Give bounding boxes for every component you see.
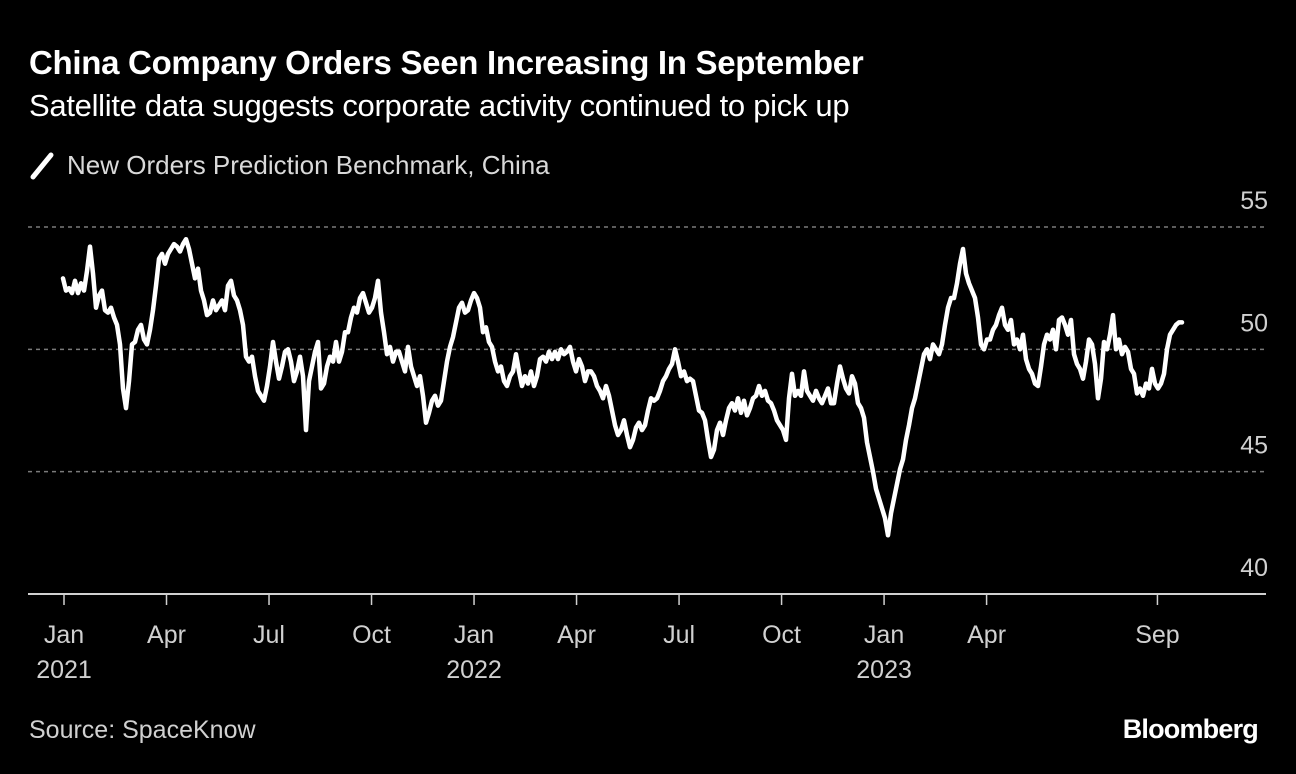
x-tick-label: Jul [253,621,285,649]
x-tick-label: Apr [147,621,186,649]
series-layer [60,236,1185,538]
x-tick-label: Jan [454,621,494,649]
x-axis: Jan 2021 Apr Jul Oct Jan 2022 Apr Jul Oct Jan 2023 A… [28,593,1266,684]
y-tick-label: 45 [1240,432,1268,460]
legend: New Orders Prediction Benchmark, China [29,150,550,181]
x-tick-label: Jan [44,621,84,649]
x-tick-label: Oct [762,621,801,649]
x-tick-label: Apr [557,621,596,649]
series-line [60,236,1185,538]
gridlines [28,226,1266,473]
legend-label: New Orders Prediction Benchmark, China [67,150,550,180]
y-tick-label: 55 [1240,187,1268,215]
chart-title: China Company Orders Seen Increasing In … [29,44,864,81]
x-tick-year-label: 2022 [446,656,502,684]
x-tick-label: Jul [663,621,695,649]
x-tick-label: Oct [352,621,391,649]
source-note: Source: SpaceKnow [29,716,256,744]
bloomberg-logo: Bloomberg [1122,714,1259,744]
x-tick-year-label: 2023 [856,656,912,684]
x-tick-label: Jan [864,621,904,649]
x-tick-label: Apr [967,621,1006,649]
legend-line-icon [30,152,54,179]
y-tick-label: 40 [1240,554,1268,582]
chart-subtitle: Satellite data suggests corporate activi… [29,88,850,123]
y-tick-label: 50 [1240,309,1268,337]
x-tick-label: Sep [1135,621,1179,649]
y-axis-ticks: 40 45 50 55 [1240,187,1268,582]
x-tick-year-label: 2021 [36,656,92,684]
